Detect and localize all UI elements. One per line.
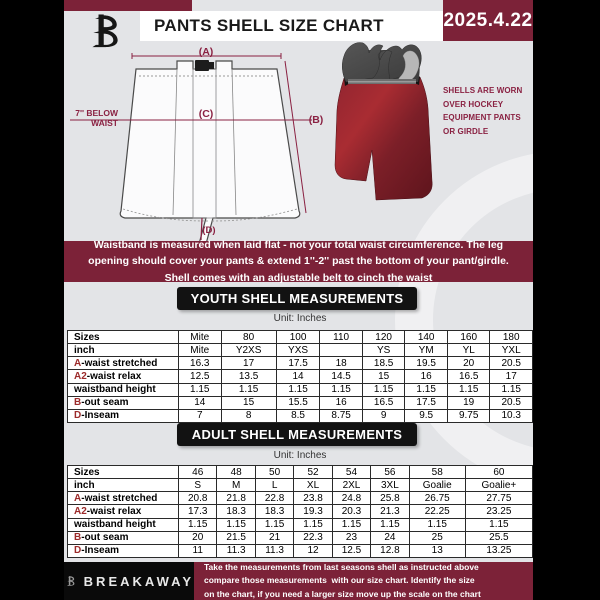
svg-text:(D): (D) [202,225,215,236]
svg-text:(A): (A) [199,46,214,58]
svg-text:WAIST: WAIST [91,118,119,128]
svg-text:(B): (B) [309,114,324,126]
svg-text:7'' BELOW: 7'' BELOW [75,108,119,118]
svg-text:(C): (C) [199,108,214,120]
